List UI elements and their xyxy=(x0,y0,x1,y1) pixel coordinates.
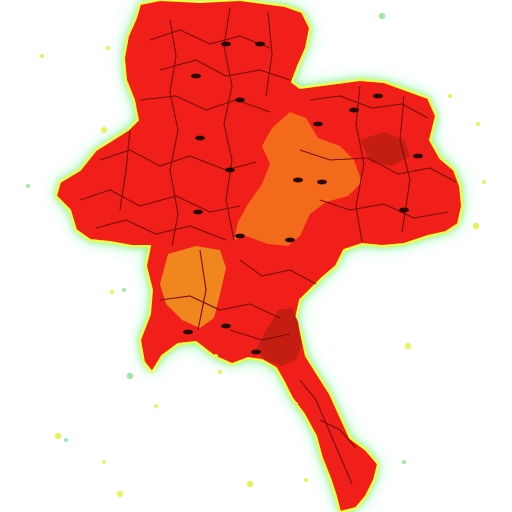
settlement-marker xyxy=(293,177,303,183)
settlement-marker xyxy=(317,179,327,185)
coastal-speckle xyxy=(246,480,254,488)
coastal-speckle xyxy=(110,290,114,294)
settlement-marker xyxy=(221,41,231,47)
settlement-marker xyxy=(235,97,245,103)
coastal-speckle xyxy=(100,126,108,134)
coastal-speckle xyxy=(122,288,126,292)
settlement-marker xyxy=(313,121,323,127)
settlement-marker xyxy=(193,209,203,215)
settlement-marker xyxy=(285,237,295,243)
coastal-speckle xyxy=(402,460,406,464)
province-borders xyxy=(79,7,457,485)
settlement-marker xyxy=(373,93,383,99)
settlement-marker xyxy=(225,167,235,173)
coastal-speckle xyxy=(218,370,222,374)
coastal-speckle xyxy=(476,122,480,126)
coastal-speckle xyxy=(294,402,298,406)
settlement-marker xyxy=(349,107,359,113)
coastal-speckle xyxy=(472,222,480,230)
coastal-speckle xyxy=(64,438,68,442)
coastal-speckle xyxy=(102,460,106,464)
coastal-speckle xyxy=(106,46,110,50)
coastal-speckle xyxy=(214,354,218,358)
coastal-speckle xyxy=(26,184,30,188)
settlement-marker xyxy=(221,323,231,329)
coastal-speckle xyxy=(448,94,452,98)
settlement-marker xyxy=(195,135,205,141)
coastal-speckle xyxy=(126,372,134,380)
coastal-speckles xyxy=(26,12,486,498)
settlement-marker xyxy=(399,207,409,213)
settlement-marker xyxy=(235,233,245,239)
coastal-speckle xyxy=(482,180,486,184)
coastal-speckle xyxy=(116,490,124,498)
coastal-speckle xyxy=(40,54,44,58)
coastal-speckle xyxy=(304,478,308,482)
settlement-marker xyxy=(183,329,193,335)
settlement-marker xyxy=(255,41,265,47)
settlement-marker xyxy=(413,153,423,159)
coastal-speckle xyxy=(154,404,158,408)
coastal-speckle xyxy=(54,432,62,440)
region-east-patch xyxy=(360,132,410,166)
region-south xyxy=(256,308,302,366)
coastal-speckle xyxy=(404,342,412,350)
region-west xyxy=(160,246,226,328)
settlement-marker xyxy=(191,73,201,79)
settlement-marker xyxy=(251,349,261,355)
settlement-markers xyxy=(183,41,423,355)
coastal-speckle xyxy=(378,12,386,20)
